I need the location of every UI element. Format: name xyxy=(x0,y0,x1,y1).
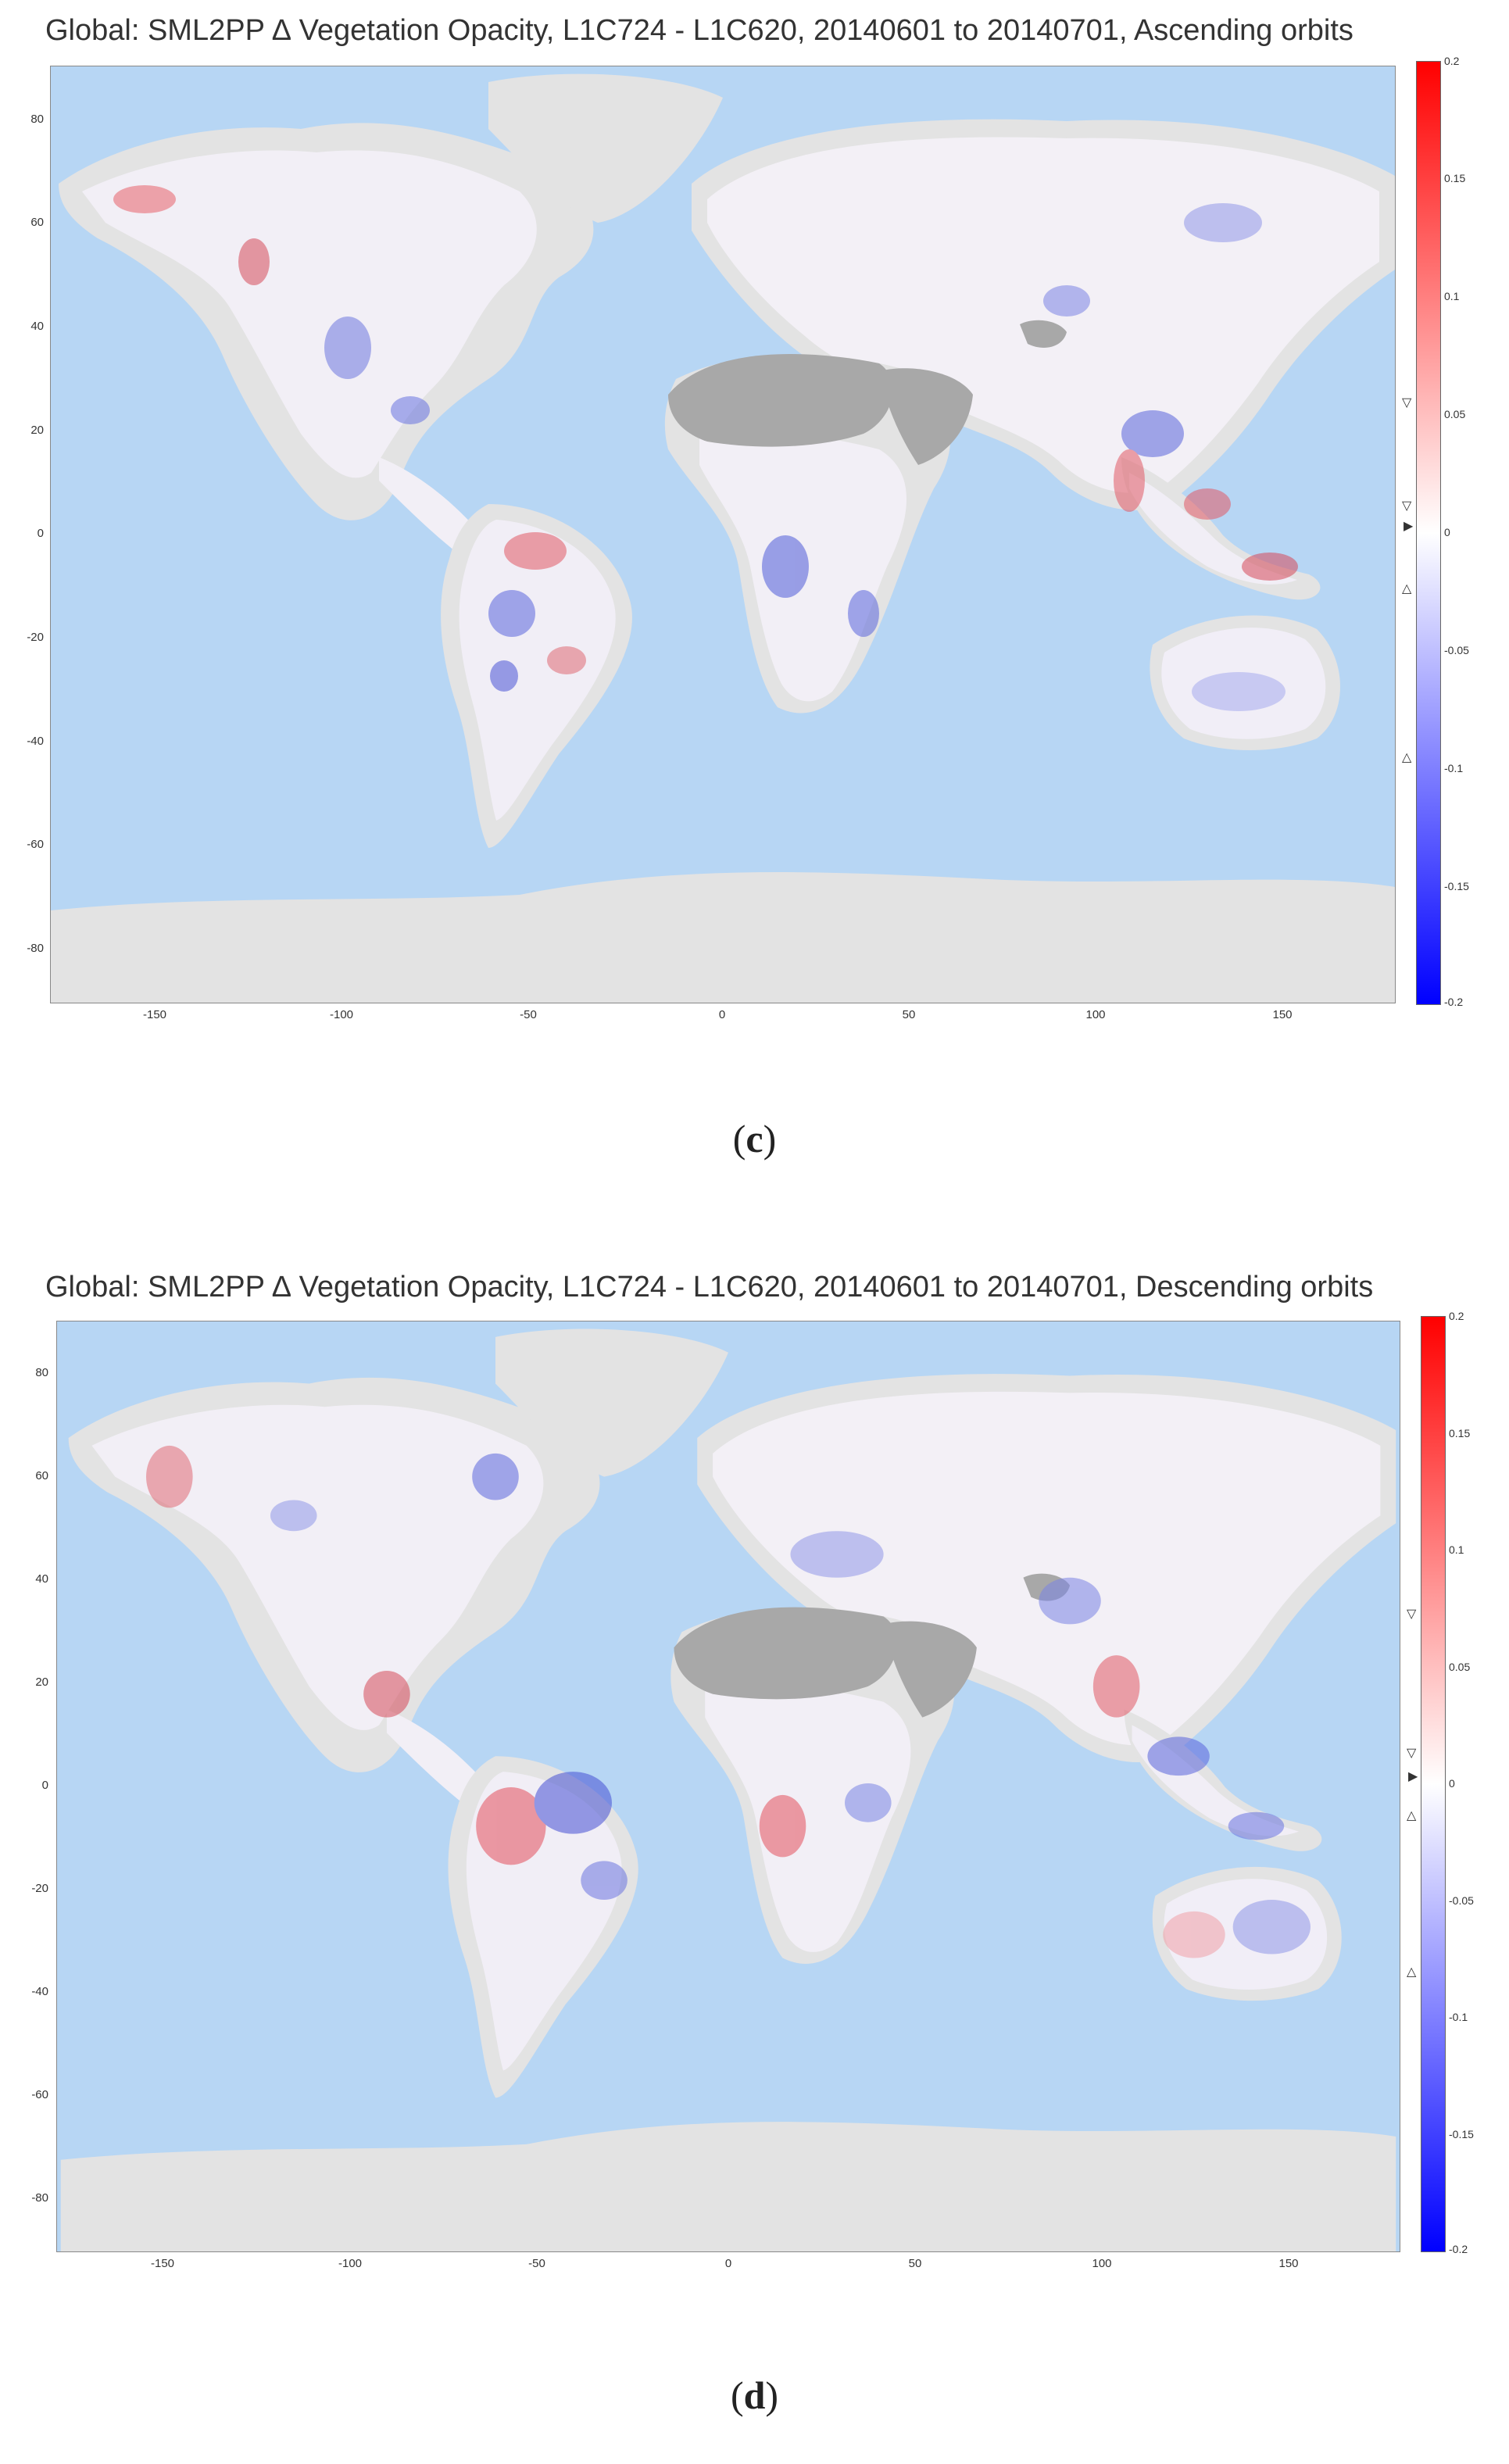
colorbar-tick-label: 0.1 xyxy=(1444,290,1460,302)
colorbar-tick-label: -0.2 xyxy=(1449,2243,1468,2255)
lat-tick-label: 20 xyxy=(35,1675,48,1689)
colorbar-tick-label: -0.05 xyxy=(1444,644,1469,656)
lat-tick-label: 40 xyxy=(35,1572,48,1586)
lat-tick-label: -80 xyxy=(31,2191,48,2205)
colorbar-tick-label: 0 xyxy=(1449,1777,1455,1790)
colorbar-tick-label: 0.05 xyxy=(1449,1661,1471,1673)
lon-tick-label: 150 xyxy=(1272,1008,1293,1021)
panel-c: Global: SML2PP ∆ Vegetation Opacity, L1C… xyxy=(0,14,1509,1186)
lon-tick-label: 50 xyxy=(908,2257,922,2270)
triangle-right-icon: ▶ xyxy=(1404,520,1414,533)
lat-tick-label: -60 xyxy=(27,838,44,851)
world-map-svg xyxy=(60,1321,1396,2251)
colorbar xyxy=(1421,1316,1446,2252)
colorbar-tick-label: -0.15 xyxy=(1444,880,1469,892)
colorbar xyxy=(1416,61,1441,1005)
lon-tick-label: -100 xyxy=(329,1008,354,1021)
map-title: Global: SML2PP ∆ Vegetation Opacity, L1C… xyxy=(45,1271,1374,1304)
lat-tick-label: 40 xyxy=(30,320,44,333)
colorbar-tick-label: 0.15 xyxy=(1444,172,1466,184)
triangle-down-icon: ▽ xyxy=(1407,1747,1417,1760)
lat-tick-label: 20 xyxy=(30,424,44,437)
lon-tick-label: -150 xyxy=(142,1008,167,1021)
colorbar-tick-label: 0.1 xyxy=(1449,1543,1464,1556)
lat-tick-label: 80 xyxy=(30,113,44,126)
world-map-svg xyxy=(51,66,1395,1003)
land-antarctica xyxy=(51,872,1395,1003)
colorbar-tick-label: 0.05 xyxy=(1444,408,1466,420)
lat-tick-label: 60 xyxy=(30,216,44,229)
lat-tick-label: -40 xyxy=(27,735,44,748)
lat-tick-label: -20 xyxy=(31,1882,48,1895)
anomaly-speckles xyxy=(113,185,1298,711)
colorbar-tick-label: -0.2 xyxy=(1444,996,1464,1008)
lon-tick-label: -50 xyxy=(520,1008,537,1021)
land-sahara xyxy=(668,354,893,447)
triangle-down-icon: ▽ xyxy=(1407,1608,1417,1621)
lat-tick-label: 60 xyxy=(35,1469,48,1482)
triangle-right-icon: ▶ xyxy=(1408,1770,1418,1783)
triangle-up-icon: △ xyxy=(1402,751,1412,764)
figure-caption: (c) xyxy=(732,1117,777,1160)
colorbar-tick-label: 0.2 xyxy=(1444,55,1460,67)
map-area xyxy=(56,1321,1400,2252)
anomaly-speckles xyxy=(146,1445,1311,1958)
land-greenland xyxy=(488,73,723,223)
lon-tick-label: 0 xyxy=(724,2257,732,2270)
lat-tick-label: -20 xyxy=(27,631,44,644)
map-area xyxy=(50,66,1396,1003)
lon-tick-label: -150 xyxy=(150,2257,175,2270)
lat-tick-label: 0 xyxy=(37,527,44,540)
lat-tick-label: 0 xyxy=(41,1779,48,1792)
colorbar-tick-label: -0.15 xyxy=(1449,2128,1474,2140)
colorbar-tick-label: -0.05 xyxy=(1449,1894,1474,1907)
lon-tick-label: 150 xyxy=(1278,2257,1299,2270)
lat-tick-label: -60 xyxy=(31,2088,48,2101)
lon-tick-label: -50 xyxy=(528,2257,545,2270)
triangle-down-icon: ▽ xyxy=(1402,396,1412,409)
triangle-up-icon: △ xyxy=(1407,1809,1417,1822)
triangle-down-icon: ▽ xyxy=(1402,499,1412,513)
lon-tick-label: 100 xyxy=(1092,2257,1112,2270)
map-title: Global: SML2PP ∆ Vegetation Opacity, L1C… xyxy=(45,14,1353,47)
triangle-up-icon: △ xyxy=(1402,582,1412,595)
figure-caption: (d) xyxy=(730,2373,779,2417)
lat-tick-label: -40 xyxy=(31,1985,48,1998)
panel-d: Global: SML2PP ∆ Vegetation Opacity, L1C… xyxy=(0,1271,1509,2443)
triangle-up-icon: △ xyxy=(1407,1965,1417,1979)
colorbar-tick-label: -0.1 xyxy=(1444,762,1464,774)
lon-tick-label: 100 xyxy=(1085,1008,1106,1021)
colorbar-tick-label: 0 xyxy=(1444,526,1450,538)
colorbar-tick-label: 0.15 xyxy=(1449,1427,1471,1439)
lon-tick-label: 50 xyxy=(902,1008,916,1021)
land-arabia xyxy=(879,368,973,465)
lon-tick-label: 0 xyxy=(718,1008,726,1021)
lat-tick-label: -80 xyxy=(27,942,44,955)
colorbar-tick-label: -0.1 xyxy=(1449,2011,1468,2023)
lat-tick-label: 80 xyxy=(35,1366,48,1379)
lon-tick-label: -100 xyxy=(338,2257,363,2270)
colorbar-tick-label: 0.2 xyxy=(1449,1310,1464,1322)
